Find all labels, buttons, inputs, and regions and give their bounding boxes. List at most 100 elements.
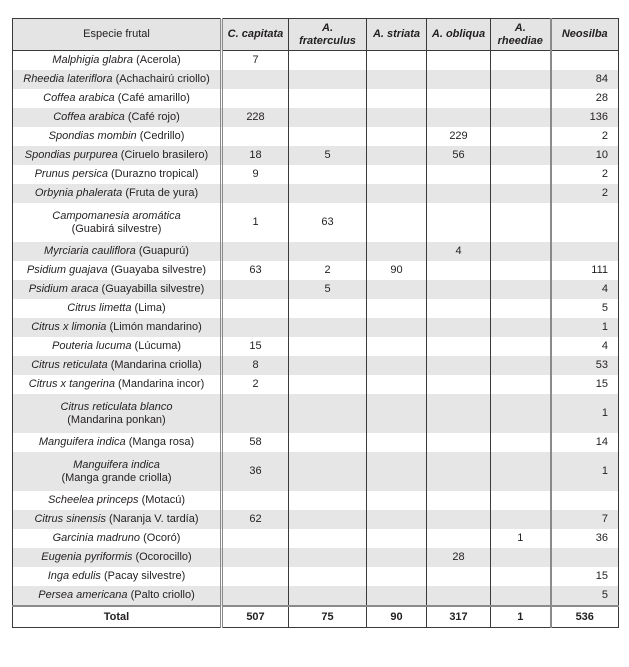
table-row: Persea americana (Palto criollo) 5	[12, 586, 619, 606]
count-cell	[426, 299, 491, 318]
scientific-name: Coffea arabica	[53, 111, 125, 123]
scientific-name: Spondias purpurea	[24, 149, 118, 161]
count-cell	[288, 510, 367, 529]
scientific-name: Inga edulis	[47, 570, 101, 582]
common-name: (Mandarina ponkan)	[67, 413, 166, 426]
count-cell	[366, 375, 427, 394]
species-cell: Spondias mombin (Cedrillo)	[12, 127, 223, 146]
count-cell: 7	[550, 510, 619, 529]
common-name: (Durazno tropical)	[111, 168, 199, 180]
count-cell	[288, 375, 367, 394]
count-cell: 5	[288, 146, 367, 165]
count-cell	[490, 299, 552, 318]
scientific-name: Persea americana	[38, 589, 128, 601]
species-cell: Orbynia phalerata (Fruta de yura)	[12, 184, 223, 203]
count-cell: 53	[550, 356, 619, 375]
count-cell	[426, 261, 491, 280]
count-cell: 4	[550, 337, 619, 356]
count-cell	[288, 242, 367, 261]
species-cell: Inga edulis (Pacay silvestre)	[12, 567, 223, 586]
count-cell	[490, 452, 552, 491]
scientific-name: Spondias mombin	[48, 130, 137, 142]
count-cell: 63	[221, 261, 289, 280]
count-cell	[288, 529, 367, 548]
count-cell	[426, 433, 491, 452]
count-cell	[221, 567, 289, 586]
count-cell	[366, 280, 427, 299]
header-a-fraterculus: A. fraterculus	[288, 18, 367, 51]
count-cell	[288, 299, 367, 318]
count-cell	[366, 146, 427, 165]
scientific-name: Psidium guajava	[26, 264, 108, 276]
common-name: (Fruta de yura)	[125, 187, 199, 199]
table-row: Eugenia pyriformis (Ocorocillo) 28	[12, 548, 619, 567]
count-cell: 2	[550, 165, 619, 184]
table-row: Spondias purpurea (Ciruelo brasilero) 18 5…	[12, 146, 619, 165]
scientific-name: Scheelea princeps	[48, 494, 139, 506]
count-cell	[221, 70, 289, 89]
header-a-striata: A. striata	[366, 18, 427, 51]
count-cell	[490, 108, 552, 127]
count-cell: 9	[221, 165, 289, 184]
count-cell	[426, 337, 491, 356]
species-cell: Manguifera indica (Manga rosa)	[12, 433, 223, 452]
count-cell	[490, 318, 552, 337]
count-cell: 2	[550, 127, 619, 146]
count-cell: 18	[221, 146, 289, 165]
count-cell: 56	[426, 146, 491, 165]
count-cell: 228	[221, 108, 289, 127]
header-row: Especie frutal C. capitata A. fraterculu…	[12, 18, 619, 51]
table-body: Malphigia glabra (Acerola) 7 Rheedia later…	[12, 50, 619, 606]
common-name: (Lúcuma)	[134, 340, 182, 352]
count-cell: 1	[490, 529, 552, 548]
count-cell	[366, 452, 427, 491]
count-cell	[366, 184, 427, 203]
common-name: (Manga grande criolla)	[61, 471, 172, 484]
table-row: Coffea arabica (Café rojo) 228 136	[12, 108, 619, 127]
common-name: (Ocorocillo)	[135, 551, 192, 563]
total-label: Total	[12, 605, 223, 628]
species-cell: Citrus x limonia (Limón mandarino)	[12, 318, 223, 337]
total-value: 90	[366, 605, 427, 628]
total-value: 507	[221, 605, 289, 628]
species-cell: Campomanesia aromática (Guabirá silvestre…	[12, 203, 223, 242]
count-cell: 7	[221, 50, 289, 70]
count-cell	[490, 567, 552, 586]
scientific-name: Orbynia phalerata	[34, 187, 123, 199]
common-name: (Guayaba silvestre)	[110, 264, 207, 276]
count-cell	[288, 356, 367, 375]
count-cell	[490, 127, 552, 146]
count-cell	[490, 165, 552, 184]
species-cell: Manguifera indica (Manga grande criolla)	[12, 452, 223, 491]
count-cell	[288, 337, 367, 356]
table-row: Garcinia madruno (Ocoró) 1 36	[12, 529, 619, 548]
table-row: Manguifera indica (Manga rosa) 58 14	[12, 433, 619, 452]
count-cell	[366, 510, 427, 529]
count-cell: 111	[550, 261, 619, 280]
count-cell: 58	[221, 433, 289, 452]
header-species: Especie frutal	[12, 18, 223, 51]
count-cell	[550, 50, 619, 70]
count-cell	[550, 491, 619, 510]
count-cell: 28	[426, 548, 491, 567]
scientific-name: Manguifera indica	[73, 458, 160, 471]
count-cell	[221, 394, 289, 433]
table-row: Prunus persica (Durazno tropical) 9 2	[12, 165, 619, 184]
scientific-name: Coffea arabica	[43, 92, 115, 104]
count-cell	[490, 491, 552, 510]
scientific-name: Rheedia lateriflora	[23, 73, 113, 85]
count-cell	[426, 567, 491, 586]
count-cell	[426, 203, 491, 242]
count-cell	[288, 433, 367, 452]
count-cell	[366, 491, 427, 510]
count-cell	[490, 70, 552, 89]
table-row: Psidium araca (Guayabilla silvestre) 5 4	[12, 280, 619, 299]
species-cell: Rheedia lateriflora (Achachairú criollo)	[12, 70, 223, 89]
scientific-name: Citrus sinensis	[34, 513, 106, 525]
count-cell	[288, 567, 367, 586]
count-cell	[366, 89, 427, 108]
count-cell	[366, 50, 427, 70]
species-cell: Prunus persica (Durazno tropical)	[12, 165, 223, 184]
count-cell	[288, 394, 367, 433]
count-cell	[288, 165, 367, 184]
